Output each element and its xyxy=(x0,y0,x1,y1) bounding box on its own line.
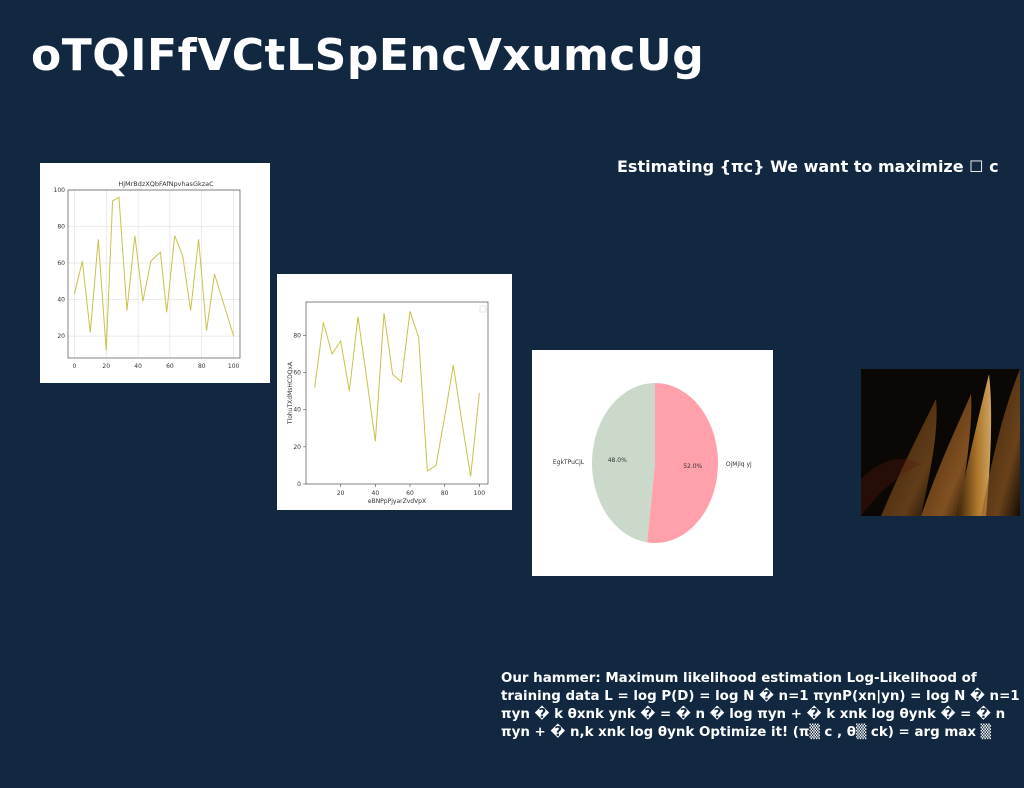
chart-1-ytick: 100 xyxy=(54,187,66,194)
chart-1-ytick: 20 xyxy=(57,333,65,340)
chart-1-xtick: 0 xyxy=(72,363,76,370)
chart-1-ytick: 60 xyxy=(57,260,65,267)
pie-slice-label: OjMjlq yj xyxy=(726,461,752,468)
line-chart-1: HjMrBdzXQbFAfNpvhasGkzaC 0 20 40 60 80 100 20 4… xyxy=(40,163,270,383)
line-chart-2: 20 40 60 80 100 0 20 40 60 80 eBNPpPjyarZvdVpX Tl… xyxy=(277,274,512,510)
chart-2-frame xyxy=(305,301,489,485)
chart-2-series-line xyxy=(314,311,480,477)
chart-1-title: HjMrBdzXQbFAfNpvhasGkzaC xyxy=(118,180,214,188)
chart-2-ytick: 80 xyxy=(293,332,301,339)
pie-slice xyxy=(647,383,718,543)
chart-2-xtick: 40 xyxy=(372,490,380,497)
chart-2-xtick: 80 xyxy=(441,490,449,497)
pie-chart-svg: 52.0% OjMjlq yj 48.0% EgkTPuCjL xyxy=(553,383,752,543)
chart-1-ytick: 40 xyxy=(57,297,65,304)
chart-1-ytick: 80 xyxy=(57,224,65,231)
chart-2-xtick: 100 xyxy=(474,490,486,497)
chart-2-ytick: 20 xyxy=(293,444,301,451)
chart-2-legend-box xyxy=(479,305,487,313)
pie-slice-percent: 52.0% xyxy=(683,463,702,470)
chart-1-xtick: 80 xyxy=(198,363,206,370)
chart-2-ylabel: TlohuTXdMsHCDQxA xyxy=(287,361,294,425)
slide-heading: Estimating {πc} We want to maximize ☐ c xyxy=(617,157,999,176)
chart-2-ytick: 60 xyxy=(293,370,301,377)
chart-1-xtick: 20 xyxy=(102,363,110,370)
chart-1-xtick: 60 xyxy=(166,363,174,370)
abstract-photo-svg xyxy=(861,369,1020,516)
pie-chart: 52.0% OjMjlq yj 48.0% EgkTPuCjL xyxy=(532,350,773,576)
abstract-photo xyxy=(861,369,1020,516)
chart-2-xtick: 60 xyxy=(406,490,414,497)
line-chart-2-svg: 20 40 60 80 100 0 20 40 60 80 eBNPpPjyarZvdVpX Tl… xyxy=(287,301,489,505)
pie-slice xyxy=(592,383,655,543)
chart-1-xtick: 40 xyxy=(134,363,142,370)
pie-slice-label: EgkTPuCjL xyxy=(553,459,585,466)
chart-2-xlabel: eBNPpPjyarZvdVpX xyxy=(368,498,426,505)
chart-1-frame xyxy=(67,189,241,359)
line-chart-1-svg: HjMrBdzXQbFAfNpvhasGkzaC 0 20 40 60 80 100 20 4… xyxy=(54,180,241,370)
chart-1-series-line xyxy=(73,196,235,351)
pie-slice-percent: 48.0% xyxy=(608,457,627,464)
slide-title: oTQIFfVCtLSpEncVxumcUg xyxy=(31,30,705,81)
chart-2-ytick: 40 xyxy=(293,407,301,414)
chart-1-xtick: 100 xyxy=(228,363,240,370)
slide-body-text: Our hammer: Maximum likelihood estimatio… xyxy=(501,671,1020,740)
chart-2-xtick: 20 xyxy=(337,490,345,497)
chart-2-ytick: 0 xyxy=(297,481,301,488)
